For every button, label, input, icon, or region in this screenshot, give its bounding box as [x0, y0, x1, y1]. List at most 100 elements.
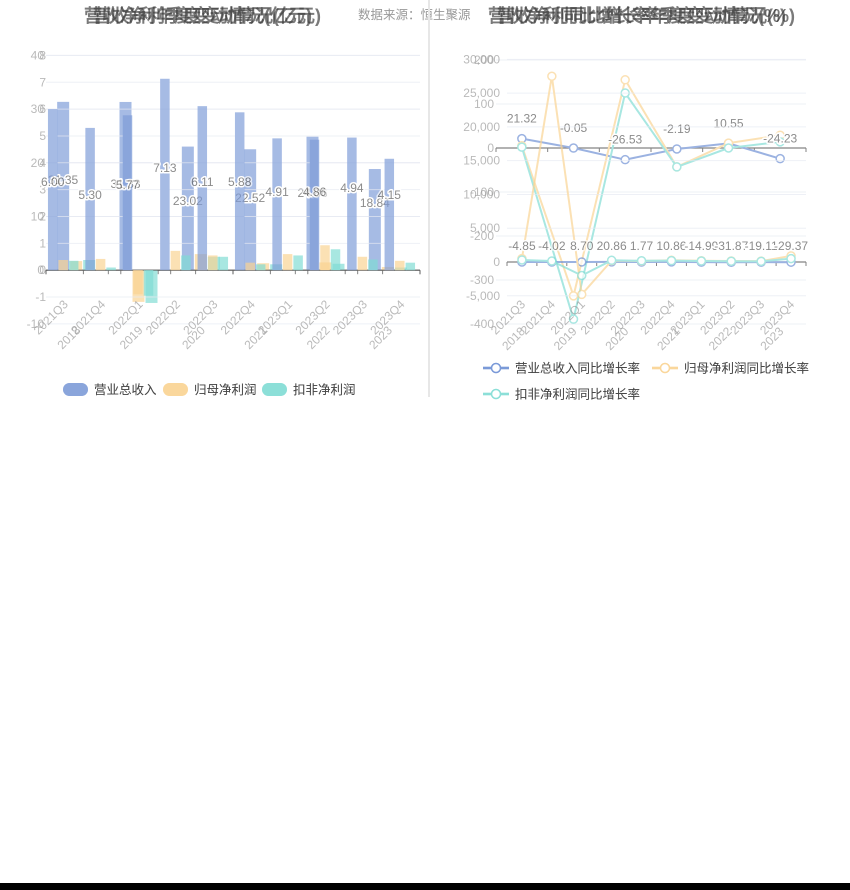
svg-text:-200: -200	[470, 229, 494, 243]
svg-text:0: 0	[37, 263, 44, 277]
svg-text:2023Q3: 2023Q3	[330, 297, 370, 337]
svg-text:5: 5	[39, 129, 46, 143]
svg-text:2021Q4: 2021Q4	[68, 297, 108, 337]
line-series-2	[517, 88, 785, 324]
svg-text:4: 4	[39, 156, 46, 170]
bar-series-0	[47, 78, 395, 271]
svg-text:20.86: 20.86	[597, 239, 627, 253]
svg-text:归母净利润: 归母净利润	[194, 383, 257, 397]
svg-text:21.32: 21.32	[507, 112, 537, 126]
legend-item-0[interactable]: 营业总收入	[63, 383, 157, 397]
svg-text:6: 6	[39, 102, 46, 116]
chart-title: 营收净利同比增长率年度变动情况(%)	[488, 5, 786, 26]
svg-text:-0.05: -0.05	[560, 121, 588, 135]
svg-text:18.84: 18.84	[360, 196, 390, 210]
svg-text:6.11: 6.11	[191, 175, 214, 189]
svg-text:7: 7	[39, 75, 46, 89]
x-axis	[45, 269, 421, 275]
svg-text:0: 0	[487, 141, 494, 155]
svg-text:-19.11: -19.11	[745, 239, 778, 253]
y-axis-labels: 40 30 20 10 0 -10	[27, 48, 45, 330]
svg-text:归母净利润: 归母净利润	[194, 383, 257, 397]
svg-text:6.00: 6.00	[41, 175, 65, 189]
svg-text:归母净利润同比增长率: 归母净利润同比增长率	[684, 361, 809, 376]
svg-text:营业总收入同比增长率: 营业总收入同比增长率	[515, 361, 640, 376]
svg-text:-31.87: -31.87	[714, 239, 748, 253]
svg-text:-26.53: -26.53	[608, 133, 642, 147]
svg-text:3: 3	[39, 183, 46, 197]
y-axis-labels: 200 100 0 -100 -200 -300 -400	[470, 53, 494, 331]
x-axis-labels: 2021Q32021Q42022Q12022Q22022Q32022Q42023…	[488, 297, 797, 337]
svg-text:4.94: 4.94	[340, 181, 364, 195]
svg-text:-1: -1	[35, 290, 46, 304]
svg-text:-400: -400	[470, 317, 494, 331]
svg-text:20: 20	[31, 156, 45, 170]
y-axis-labels: 8 7 6 5 4 3 2 1 0 -1	[35, 48, 46, 304]
svg-text:2023Q4: 2023Q4	[367, 297, 407, 337]
svg-text:10: 10	[31, 210, 45, 224]
svg-text:营业总收入: 营业总收入	[94, 383, 157, 397]
legend-item-2[interactable]: 扣非净利润同比增长率	[483, 387, 640, 402]
svg-text:-14.99: -14.99	[684, 239, 718, 253]
svg-text:-4.02: -4.02	[538, 239, 566, 253]
svg-text:0: 0	[39, 263, 46, 277]
svg-text:8: 8	[39, 48, 46, 62]
svg-text:扣非净利润: 扣非净利润	[293, 383, 356, 397]
svg-text:100: 100	[474, 97, 494, 111]
svg-text:扣非净利润同比增长率: 扣非净利润同比增长率	[515, 387, 640, 402]
svg-text:10,000: 10,000	[463, 187, 500, 201]
chart-title: 营收净利年度变动情况(亿元)	[84, 5, 312, 26]
svg-text:2022Q4: 2022Q4	[218, 297, 258, 337]
svg-text:4.15: 4.15	[378, 188, 402, 202]
right-quarterly-line-chart-layer: 营收净利同比增长率季度变动情况(%) 30,000 25,000 20,000 15,0…	[463, 5, 810, 402]
bar-series-2	[68, 249, 416, 296]
svg-text:30,000: 30,000	[463, 52, 500, 66]
svg-text:1: 1	[39, 236, 46, 250]
data-labels: -4.85 -4.02 8.70 20.86 1.77 10.86-14.99-31.87…	[507, 237, 810, 254]
svg-text:20,000: 20,000	[463, 120, 500, 134]
data-labels: 21.32-0.05-26.53-2.19 10.55-24.23	[505, 110, 799, 148]
left-quarterly-bar-chart-layer: 营收净利季度变动情况(亿元)876543210-12021Q32021Q4202…	[31, 5, 421, 397]
svg-text:营业总收入: 营业总收入	[94, 383, 157, 397]
chart-title: 营收净利同比增长率季度变动情况(%)	[497, 5, 795, 26]
svg-text:营业总收入同比增长率: 营业总收入同比增长率	[515, 361, 640, 376]
svg-text:15,000: 15,000	[463, 154, 500, 168]
svg-text:2022Q3: 2022Q3	[180, 297, 220, 337]
svg-text:扣非净利润: 扣非净利润	[293, 383, 356, 397]
svg-text:23.02: 23.02	[173, 194, 203, 208]
svg-text:-24.23: -24.23	[763, 132, 797, 146]
svg-text:-2.19: -2.19	[663, 122, 691, 136]
svg-text:2022Q1: 2022Q1	[106, 297, 146, 337]
legend-item-2[interactable]: 扣非净利润	[262, 383, 356, 397]
svg-text:2023Q2: 2023Q2	[293, 297, 333, 337]
y-axis-labels: 30,000 25,000 20,000 15,000 10,000 5,000 0 -5,0…	[463, 52, 500, 302]
svg-text:-300: -300	[470, 273, 494, 287]
svg-text:5.77: 5.77	[116, 178, 140, 192]
bar-series-1	[58, 245, 405, 295]
legend: 营业总收入 归母净利润 扣非净利润	[63, 383, 356, 397]
svg-text:归母净利润同比增长率: 归母净利润同比增长率	[684, 361, 809, 376]
svg-text:5,000: 5,000	[470, 221, 500, 235]
legend-item-1[interactable]: 归母净利润同比增长率	[652, 361, 809, 376]
grid-lines	[507, 58, 806, 297]
data-labels: 6.00 5.30 5.77 7.13 6.11 5.88 4.91 4.86 4.94 4.15	[40, 160, 403, 204]
svg-text:扣非净利润同比增长率: 扣非净利润同比增长率	[515, 387, 640, 402]
right-yearly-line-chart-layer: 营收净利同比增长率年度变动情况(%) 200 100 0 -100 -200 -300 -40…	[470, 5, 809, 402]
svg-text:2022Q2: 2022Q2	[143, 297, 183, 337]
svg-text:5.88: 5.88	[228, 175, 252, 189]
svg-text:2: 2	[39, 210, 46, 224]
svg-text:30: 30	[31, 102, 45, 116]
svg-text:8.70: 8.70	[570, 239, 594, 253]
legend-item-1[interactable]: 归母净利润	[163, 383, 257, 397]
svg-text:25,000: 25,000	[463, 86, 500, 100]
svg-text:4.91: 4.91	[265, 185, 289, 199]
data-source-note: 数据来源：恒生聚源	[358, 8, 471, 22]
legend-item-0[interactable]: 营业总收入同比增长率	[483, 361, 640, 376]
svg-text:2023Q1: 2023Q1	[255, 297, 295, 337]
grid-lines	[46, 54, 420, 298]
svg-text:200: 200	[474, 53, 494, 67]
svg-text:-29.37: -29.37	[774, 239, 808, 253]
svg-text:-5,000: -5,000	[466, 289, 500, 303]
